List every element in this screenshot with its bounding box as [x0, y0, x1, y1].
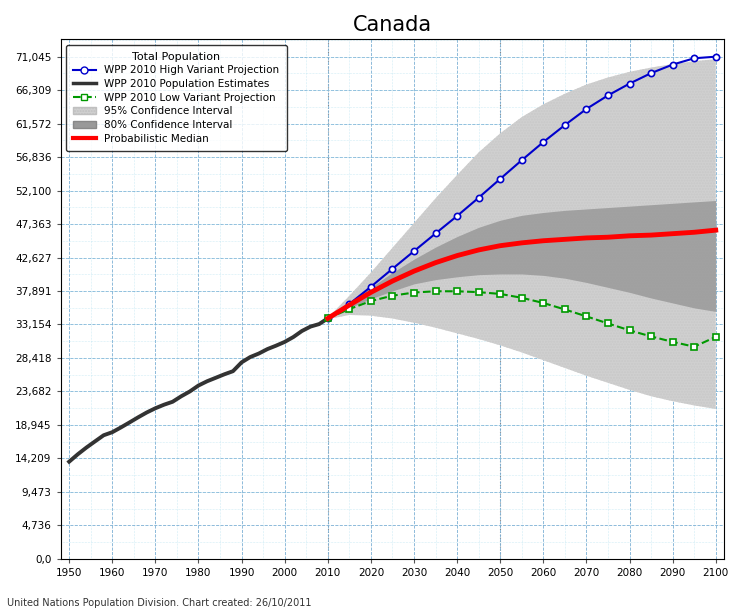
Legend: WPP 2010 High Variant Projection, WPP 2010 Population Estimates, WPP 2010 Low Va: WPP 2010 High Variant Projection, WPP 20… — [66, 44, 287, 151]
Title: Canada: Canada — [353, 15, 432, 35]
Text: United Nations Population Division. Chart created: 26/10/2011: United Nations Population Division. Char… — [7, 598, 312, 608]
